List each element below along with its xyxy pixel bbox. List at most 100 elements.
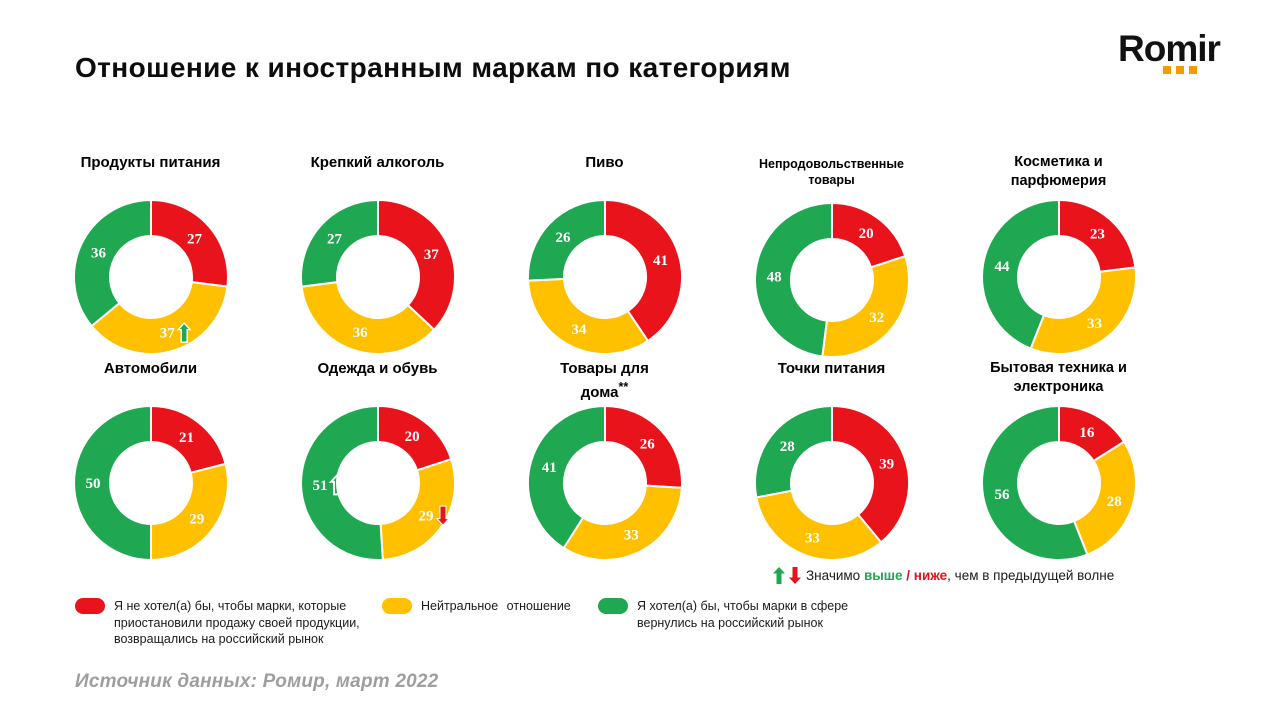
legend-swatch-negative — [75, 598, 105, 614]
chart-title: Точки питания — [777, 360, 886, 377]
donut-chart: 23 33 44 — [980, 199, 1137, 355]
donut-slice-positive — [980, 199, 1060, 350]
donut-slice-negative — [603, 405, 683, 489]
logo-dot-icon — [1163, 66, 1171, 74]
donut-chart: 26 33 41 — [526, 405, 683, 561]
donut-chart: 39 33 28 — [753, 405, 910, 561]
slice-value-label: 23 — [1089, 227, 1104, 243]
chart-title: Автомобили — [103, 360, 198, 377]
slice-value-label: 16 — [1079, 425, 1095, 441]
donut-slice-positive — [72, 199, 152, 328]
slice-value-label: 28 — [779, 439, 794, 455]
donut-chart-cell: Одежда и обувь 20 29 51 — [264, 359, 491, 563]
slice-value-label: 48 — [766, 269, 781, 285]
slice-value-label: 20 — [404, 429, 419, 445]
donut-slice-positive — [980, 405, 1088, 561]
slice-value-label: 36 — [352, 325, 368, 341]
donut-grid-row-2: Автомобили 21 29 50 Одежда и обувь 20 29 51 Това… — [37, 359, 1247, 563]
donut-slice-neutral — [90, 281, 228, 355]
donut-slice-positive — [753, 405, 833, 499]
chart-title: Одежда и обувь — [317, 360, 438, 377]
legend-label-neutral: Нейтральное отношение — [421, 599, 571, 613]
legend-item-positive: Я хотел(а) бы, чтобы марки в сфере верну… — [598, 598, 875, 631]
legend-label-negative: Я не хотел(а) бы, чтобы марки, которые п… — [114, 599, 360, 646]
slice-value-label: 27 — [187, 232, 203, 248]
slice-value-label: 44 — [994, 259, 1010, 275]
donut-slice-neutral — [526, 277, 649, 355]
donut-chart-cell: Бытовая техника и электроника 16 28 56 — [945, 359, 1172, 563]
up-arrow-icon — [176, 322, 192, 343]
slice-value-label: 39 — [879, 456, 894, 472]
donut-grid-row-1: Продукты питания 27 37 36 Крепкий алкоголь 37… — [37, 153, 1247, 360]
note-lower: ниже — [913, 568, 948, 583]
donut-chart-cell: Автомобили 21 29 50 — [37, 359, 264, 563]
slice-value-label: 36 — [91, 245, 107, 261]
slice-value-label: 50 — [85, 476, 100, 492]
donut-chart-cell: Пиво 41 34 26 — [491, 153, 718, 360]
chart-title: Продукты питания — [80, 154, 221, 171]
donut-chart: 16 28 56 — [980, 405, 1137, 561]
donut-slice-positive — [526, 405, 606, 550]
donut-slice-neutral — [1029, 266, 1137, 355]
romir-logo-dots-icon — [1163, 66, 1220, 74]
donut-slice-neutral — [754, 489, 882, 561]
donut-chart-cell: Продукты питания 27 37 36 — [37, 153, 264, 360]
slice-value-label: 41 — [653, 253, 668, 269]
note-higher: выше — [863, 568, 903, 583]
chart-title: Пиво — [585, 154, 624, 171]
donut-slice-neutral — [300, 281, 435, 355]
significance-note: Значимо выше / ниже, чем в предыдущей во… — [772, 566, 1114, 585]
donut-slice-neutral — [562, 484, 683, 561]
slice-value-label: 26 — [639, 436, 655, 452]
donut-slice-neutral — [1072, 440, 1137, 556]
page-title: Отношение к иностранным маркам по катего… — [75, 52, 791, 83]
slice-value-label: 32 — [869, 310, 884, 326]
chart-title: Бытовая техника и электроника — [990, 360, 1127, 395]
up-down-arrows-icon — [773, 567, 801, 584]
donut-slice-positive — [299, 405, 384, 561]
legend-label-positive: Я хотел(а) бы, чтобы марки в сфере верну… — [637, 599, 849, 630]
slice-value-label: 26 — [555, 230, 571, 246]
slice-value-label: 33 — [1087, 316, 1102, 332]
slice-value-label: 37 — [423, 247, 439, 263]
chart-title: Товары для дома** — [560, 360, 649, 401]
donut-slice-neutral — [379, 458, 456, 561]
donut-chart: 41 34 26 — [526, 199, 683, 355]
slice-value-label: 51 — [312, 478, 327, 494]
slice-value-label: 27 — [327, 232, 343, 248]
logo-dot-icon — [1176, 66, 1184, 74]
slice-value-label: 33 — [623, 528, 638, 544]
donut-slice-negative — [603, 199, 683, 342]
slice-value-label: 20 — [858, 226, 873, 242]
data-source: Источник данных: Ромир, март 2022 — [75, 671, 439, 692]
donut-chart: 37 36 27 — [299, 199, 456, 355]
slice-value-label: 33 — [804, 531, 819, 547]
donut-chart: 20 32 48 — [753, 202, 910, 358]
slice-value-label: 34 — [571, 322, 587, 338]
note-text: Значимо выше / ниже, чем в предыдущей во… — [806, 568, 1115, 583]
donut-slice-negative — [376, 199, 456, 331]
donut-chart-cell: Непродовольственные товары 20 32 48 — [718, 153, 945, 360]
chart-title: Косметика и парфюмерия — [1010, 154, 1107, 189]
donut-slice-positive — [753, 202, 833, 358]
slice-value-label: 29 — [189, 512, 204, 528]
slice-value-label: 56 — [994, 487, 1010, 503]
up-arrow-icon — [328, 473, 345, 496]
donut-slice-neutral — [820, 255, 910, 358]
slice-value-label: 37 — [159, 326, 175, 342]
donut-chart-cell: Точки питания 39 33 28 — [718, 359, 945, 563]
footnote-marker: ** — [618, 380, 629, 394]
donut-slice-positive — [526, 199, 606, 282]
donut-chart: 21 29 50 — [72, 405, 229, 561]
logo-dot-icon — [1189, 66, 1197, 74]
slice-value-label: 41 — [541, 460, 556, 476]
chart-title: Крепкий алкоголь — [310, 154, 445, 171]
donut-slice-positive — [299, 199, 379, 288]
slice-value-label: 29 — [418, 509, 433, 525]
romir-logo: Romir — [1118, 28, 1221, 74]
down-arrow-icon — [435, 505, 450, 526]
chart-title: Непродовольственные товары — [759, 157, 904, 187]
romir-logo-text: Romir — [1118, 28, 1221, 69]
donut-chart-cell: Крепкий алкоголь 37 36 27 — [264, 153, 491, 360]
